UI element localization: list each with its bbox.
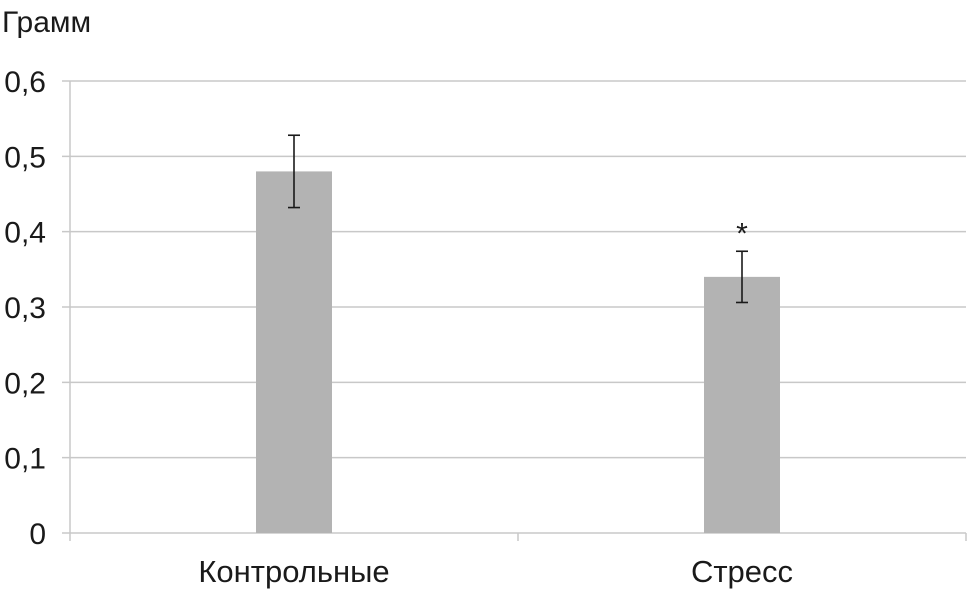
y-tick-label: 0,5 bbox=[4, 141, 46, 174]
x-category-labels: Контрольные Стресс bbox=[198, 554, 793, 589]
gridlines bbox=[62, 80, 966, 459]
bar bbox=[256, 171, 332, 533]
bar bbox=[704, 276, 780, 533]
y-tick-label: 0,3 bbox=[4, 292, 46, 325]
bars bbox=[256, 171, 780, 533]
significance-marker: * bbox=[736, 217, 748, 250]
x-category-label: Контрольные bbox=[198, 554, 389, 589]
axes bbox=[62, 81, 967, 541]
y-axis-label: Грамм bbox=[2, 6, 91, 39]
y-tick-label: 0,6 bbox=[4, 66, 46, 99]
x-category-label: Стресс bbox=[691, 554, 793, 589]
y-tick-label: 0 bbox=[29, 518, 46, 551]
y-tick-labels: 0 0,1 0,2 0,3 0,4 0,5 0,6 bbox=[4, 66, 46, 551]
annotations: * bbox=[736, 217, 748, 250]
y-tick-label: 0,1 bbox=[4, 443, 46, 476]
y-tick-label: 0,4 bbox=[4, 217, 46, 250]
error-bars bbox=[288, 134, 748, 304]
y-tick-label: 0,2 bbox=[4, 367, 46, 400]
